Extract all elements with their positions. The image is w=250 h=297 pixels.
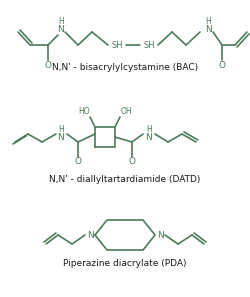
Text: N,Nʹ - bisacrylylcystamine (BAC): N,Nʹ - bisacrylylcystamine (BAC) xyxy=(52,62,198,72)
Text: O: O xyxy=(128,157,136,167)
Text: H: H xyxy=(58,124,64,133)
Text: H: H xyxy=(205,18,211,26)
Text: SH: SH xyxy=(143,40,155,50)
Text: N: N xyxy=(146,132,152,141)
Text: N: N xyxy=(156,230,164,239)
Text: H: H xyxy=(58,18,64,26)
Text: O: O xyxy=(218,61,226,69)
Text: OH: OH xyxy=(120,107,132,116)
Text: H: H xyxy=(146,124,152,133)
Text: SH: SH xyxy=(111,40,123,50)
Text: Piperazine diacrylate (PDA): Piperazine diacrylate (PDA) xyxy=(63,260,187,268)
Text: O: O xyxy=(44,61,52,69)
Text: HO: HO xyxy=(78,107,90,116)
Text: N,Nʹ - diallyltartardiamide (DATD): N,Nʹ - diallyltartardiamide (DATD) xyxy=(49,174,201,184)
Text: O: O xyxy=(74,157,82,167)
Text: N: N xyxy=(204,24,212,34)
Text: N: N xyxy=(58,132,64,141)
Text: N: N xyxy=(58,24,64,34)
Text: N: N xyxy=(87,230,94,239)
